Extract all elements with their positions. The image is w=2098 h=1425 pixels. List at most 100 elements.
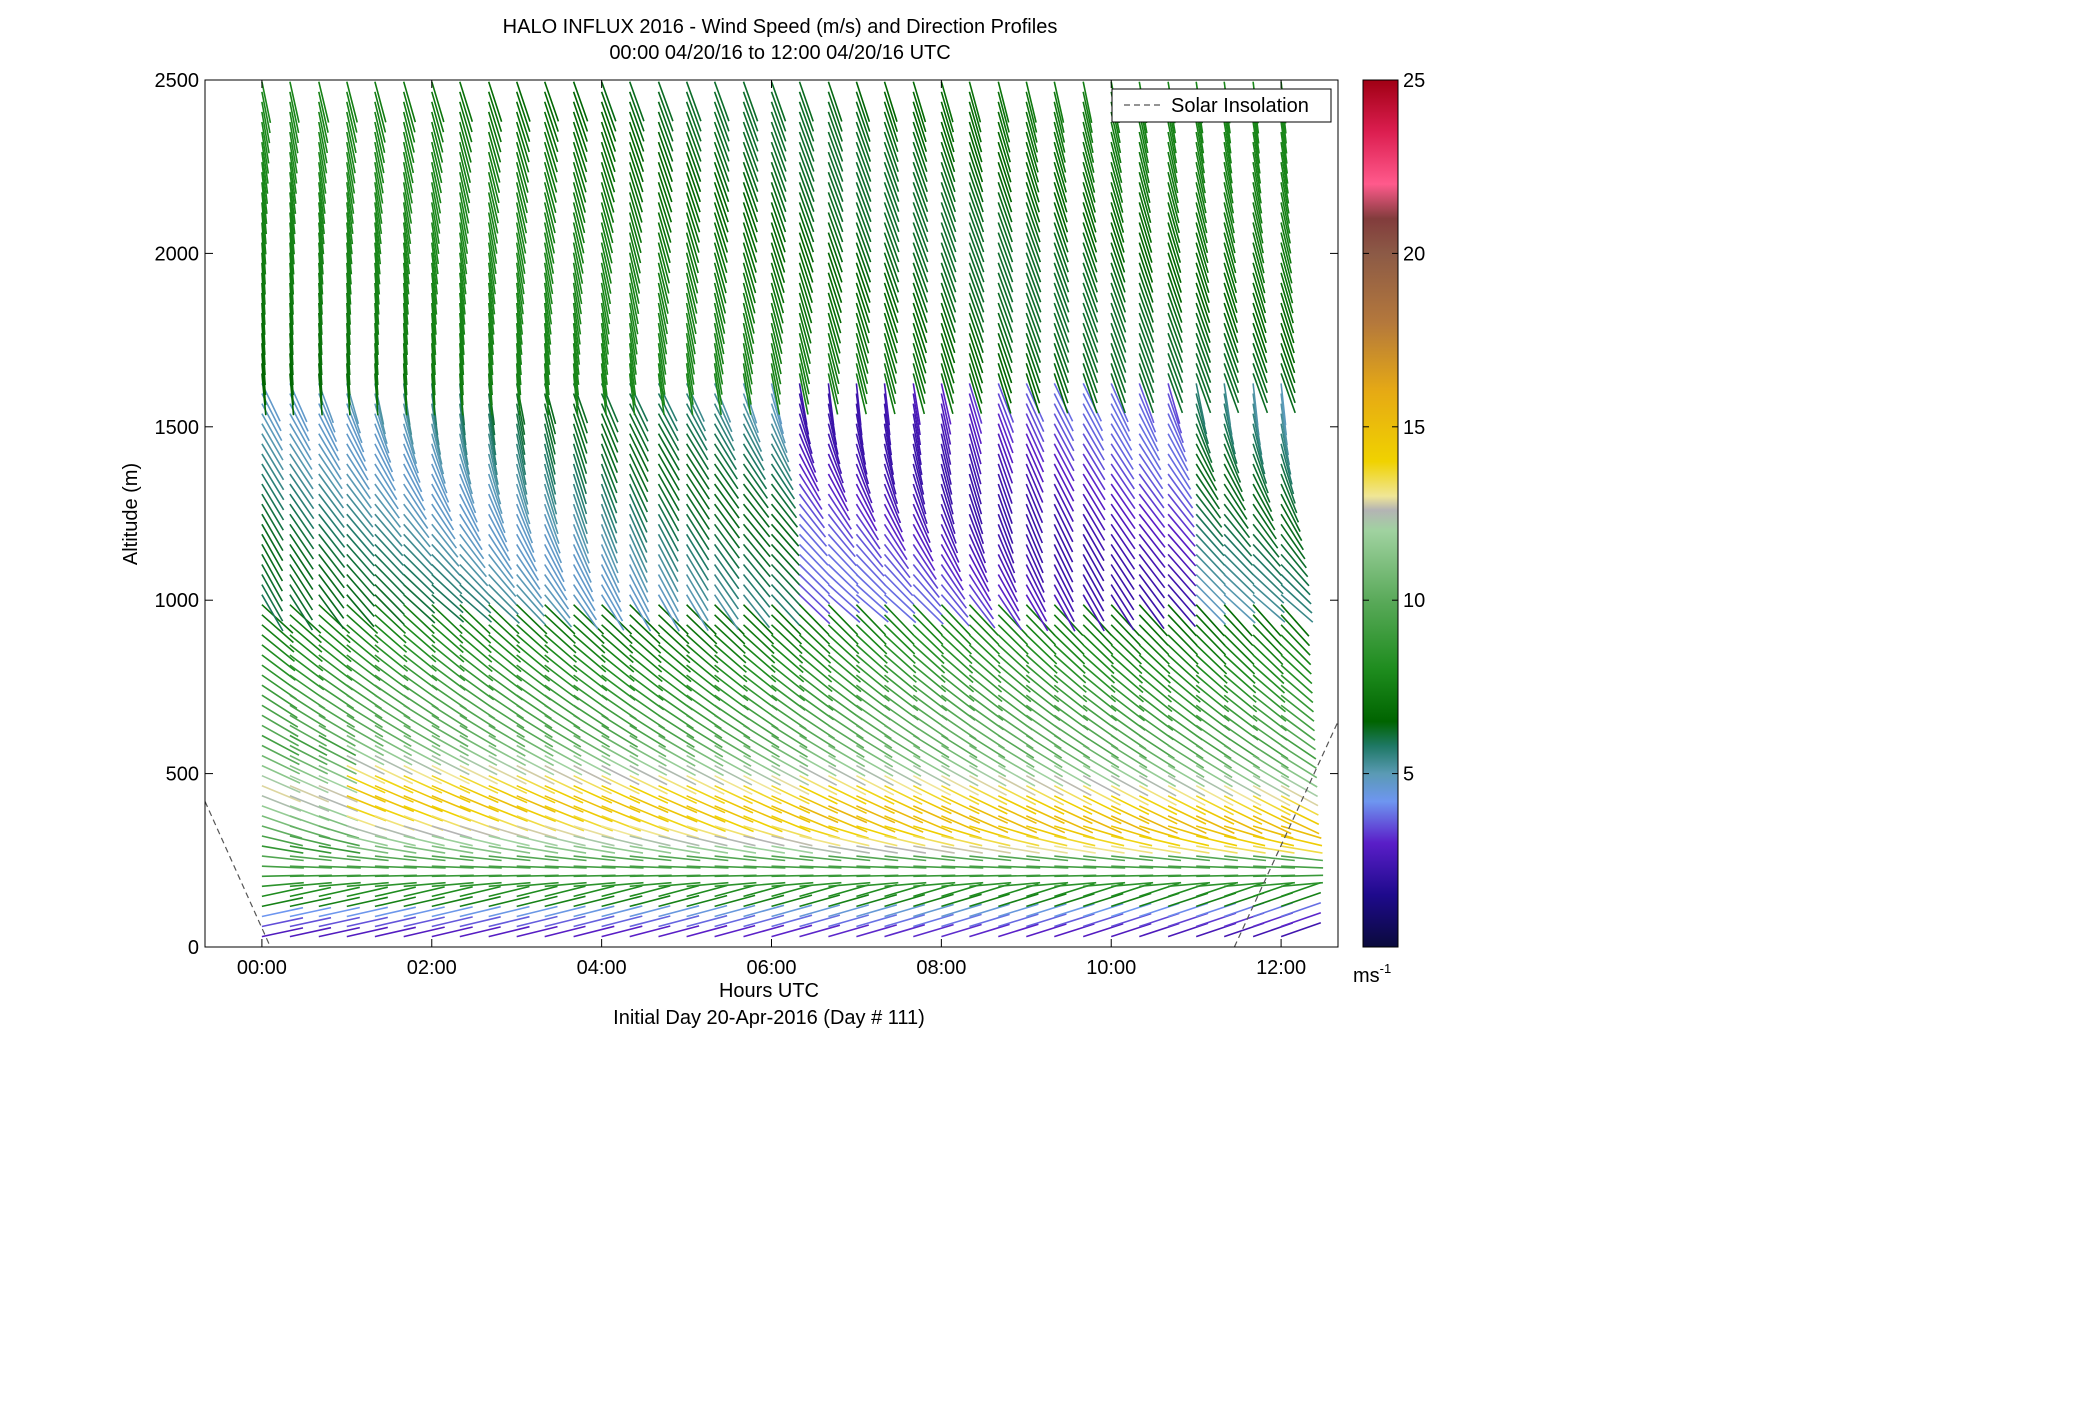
wind-barb: [572, 443, 587, 485]
wind-barb: [968, 403, 982, 445]
wind-barb: [1195, 825, 1237, 839]
wind-barb: [629, 855, 672, 862]
wind-barb: [685, 232, 699, 274]
wind-barb: [572, 272, 582, 315]
wind-barb: [488, 614, 521, 644]
wind-barb: [515, 302, 523, 345]
wind-barb: [658, 714, 695, 739]
wind-barb: [487, 232, 497, 275]
wind-barb: [855, 383, 862, 426]
wind-barb: [431, 634, 465, 663]
wind-barb: [544, 584, 571, 619]
wind-barb: [1082, 131, 1095, 173]
wind-barb: [940, 262, 957, 303]
wind-barb: [969, 923, 1010, 938]
wind-barb: [997, 815, 1038, 834]
wind-barb: [572, 524, 590, 564]
wind-barb: [1280, 614, 1311, 647]
wind-barb: [1223, 882, 1265, 898]
wind-barb: [856, 774, 895, 796]
wind-barb: [940, 141, 956, 183]
wind-barb: [488, 664, 523, 692]
wind-barb: [883, 624, 916, 655]
wind-barb: [601, 805, 641, 823]
wind-barb: [997, 764, 1036, 787]
wind-barb: [628, 121, 645, 162]
wind-barb: [1223, 272, 1238, 314]
wind-barb: [346, 503, 375, 538]
wind-barb: [487, 463, 502, 505]
wind-barb: [1082, 101, 1094, 143]
wind-barb: [1195, 523, 1225, 557]
wind-barb: [1083, 865, 1126, 869]
wind-barb: [1025, 403, 1045, 443]
wind-barb: [827, 543, 858, 576]
wind-barb: [403, 483, 428, 520]
wind-barb: [1280, 141, 1289, 184]
wind-barb: [883, 171, 900, 212]
wind-barb: [431, 694, 468, 720]
wind-barb: [657, 463, 680, 501]
wind-barb: [856, 764, 894, 787]
wind-barb: [515, 523, 536, 563]
wind-barb: [431, 886, 473, 898]
wind-barb: [261, 101, 271, 144]
wind-barb: [459, 272, 466, 315]
wind-barb: [770, 473, 797, 509]
wind-barb: [402, 101, 416, 143]
wind-barb: [997, 192, 1013, 233]
wind-barb: [516, 885, 558, 898]
wind-barb: [742, 333, 754, 375]
wind-barb: [912, 302, 928, 344]
wind-barb: [714, 784, 753, 805]
wind-barb: [374, 916, 416, 928]
wind-barb: [544, 694, 580, 720]
wind-barb: [657, 473, 680, 511]
wind-barb: [828, 914, 870, 928]
wind-barb: [1053, 353, 1069, 394]
wind-barb: [374, 202, 382, 245]
wind-barb: [742, 101, 759, 142]
wind-barb: [1167, 332, 1184, 373]
wind-barb: [1195, 453, 1218, 491]
wind-barb: [346, 724, 384, 747]
wind-barb: [1223, 523, 1253, 557]
wind-barb: [1138, 644, 1171, 675]
wind-barb: [798, 543, 830, 576]
wind-barb: [1167, 423, 1188, 462]
wind-barb: [827, 262, 843, 303]
wind-barb: [912, 744, 950, 768]
wind-barb: [629, 724, 667, 748]
wind-barb: [1168, 865, 1211, 869]
wind-barb: [346, 744, 385, 766]
wind-barb: [884, 694, 919, 721]
wind-barb: [628, 554, 649, 593]
wind-barb: [1252, 172, 1263, 214]
wind-barb: [1223, 604, 1253, 637]
wind-barb: [770, 353, 781, 395]
wind-barb: [516, 795, 556, 813]
wind-barb: [1025, 252, 1042, 293]
wind-barb: [771, 881, 814, 888]
wind-barb: [1082, 463, 1106, 501]
x-axis-sublabel: Initial Day 20-Apr-2016 (Day # 111): [613, 1007, 925, 1029]
wind-barb: [686, 914, 728, 928]
wind-barb: [459, 895, 501, 908]
wind-barb: [1138, 393, 1157, 433]
wind-barb: [798, 503, 827, 538]
wind-barb: [799, 894, 841, 908]
wind-barb: [770, 151, 787, 192]
wind-barb: [685, 343, 695, 385]
wind-barb: [374, 162, 384, 204]
wind-barb: [798, 121, 815, 162]
wind-barb: [855, 363, 868, 405]
wind-barb: [516, 825, 558, 839]
wind-barb: [685, 513, 710, 551]
wind-barb: [261, 554, 283, 592]
wind-barb: [912, 182, 929, 223]
wind-barb: [403, 624, 436, 654]
wind-barb: [488, 724, 526, 748]
wind-barb: [1053, 674, 1088, 703]
wind-barb: [912, 634, 945, 665]
wind-barb: [488, 855, 531, 862]
